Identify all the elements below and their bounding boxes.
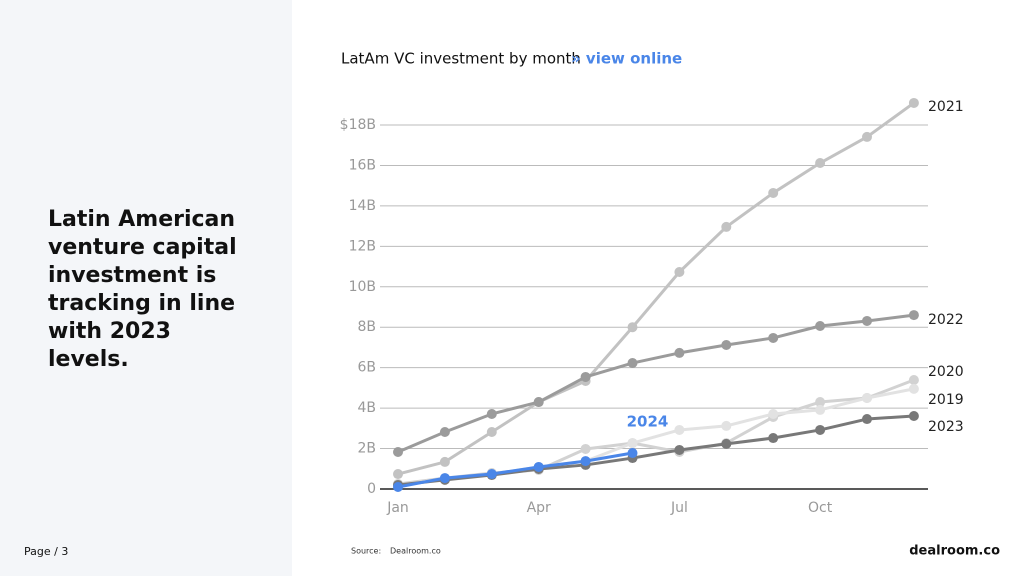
y-tick-label: 10B	[349, 279, 376, 295]
point	[533, 397, 544, 408]
point	[627, 358, 638, 369]
series-label: 2022	[928, 312, 964, 328]
point	[908, 383, 919, 394]
point	[862, 131, 872, 142]
point	[768, 187, 779, 198]
point	[533, 461, 544, 472]
heading: Latin American venture capital investmen…	[48, 207, 237, 372]
page-number: Page / 3	[24, 545, 69, 558]
series-line	[397, 451, 633, 489]
point	[627, 322, 638, 333]
point	[862, 414, 872, 425]
point	[674, 347, 685, 358]
point	[393, 481, 403, 492]
point	[439, 426, 450, 437]
y-tick-label: 0	[367, 481, 376, 497]
chart-title: LatAm VC investment by month	[341, 50, 581, 68]
y-tick-label: 2B	[357, 441, 376, 457]
series-label: 2019	[928, 392, 964, 408]
side-panel	[0, 0, 292, 576]
point	[815, 397, 826, 408]
series-line	[397, 313, 915, 454]
logo: dealroom.co	[909, 544, 1000, 559]
point	[674, 267, 685, 278]
point	[768, 408, 779, 419]
point	[815, 424, 826, 435]
series-label: 2021	[928, 99, 964, 115]
point	[627, 438, 638, 449]
y-tick-label: 6B	[357, 360, 376, 376]
y-tick-label: 4B	[357, 400, 376, 416]
point	[815, 158, 826, 169]
point	[721, 340, 732, 351]
series-label: 2020	[928, 364, 964, 380]
x-tick-label: Jul	[670, 500, 688, 516]
x-tick-label: Oct	[808, 500, 833, 516]
y-tick-label: $18B	[340, 117, 376, 133]
point	[862, 315, 872, 326]
point	[768, 332, 779, 343]
point	[393, 446, 403, 457]
series-line	[397, 387, 915, 487]
y-tick-label: 12B	[349, 238, 376, 254]
x-tick-label: Jan	[386, 500, 409, 516]
point	[721, 221, 732, 232]
series-line	[397, 101, 915, 476]
point	[908, 310, 919, 321]
point	[439, 456, 450, 467]
point	[908, 375, 919, 386]
point	[580, 443, 591, 454]
view-online-link[interactable]: » view online	[571, 50, 682, 68]
point	[580, 456, 591, 467]
point	[486, 469, 497, 480]
point	[815, 321, 826, 332]
point	[674, 444, 685, 455]
source: Dealroom.co	[390, 547, 441, 556]
point	[721, 420, 732, 431]
point	[721, 438, 732, 449]
y-tick-label: 14B	[349, 198, 376, 214]
point	[439, 473, 450, 484]
point	[815, 404, 826, 415]
point	[862, 393, 872, 403]
point	[908, 97, 919, 108]
y-tick-label: 16B	[349, 157, 376, 173]
point	[393, 469, 403, 480]
point	[768, 433, 779, 444]
series-label: 2024	[627, 413, 669, 431]
point	[908, 410, 919, 421]
point	[486, 426, 497, 437]
x-tick-label: Apr	[527, 500, 551, 516]
source-label: Source:	[351, 547, 381, 556]
point	[580, 371, 591, 382]
series-label: 2023	[928, 419, 964, 435]
point	[486, 408, 497, 419]
series-line	[397, 378, 915, 486]
y-tick-label: 8B	[357, 319, 376, 335]
point	[674, 424, 685, 435]
point	[627, 448, 638, 459]
